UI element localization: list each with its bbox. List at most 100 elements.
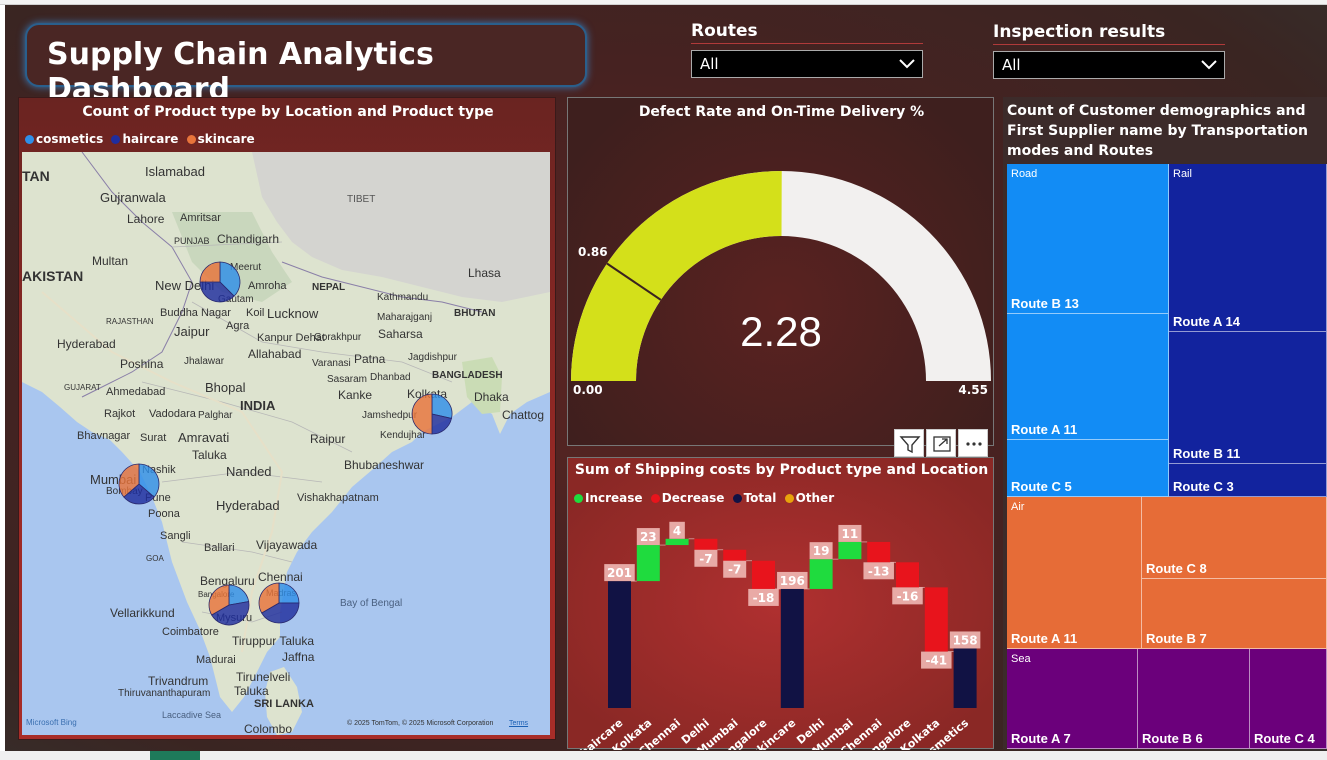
waterfall-legend: Increase Decrease Total Other [574,491,834,505]
treemap-tile[interactable]: Route A 11 [1007,314,1169,440]
waterfall-bar[interactable] [953,648,977,708]
waterfall-bar[interactable] [896,562,919,588]
legend-item-increase[interactable]: Increase [574,491,643,505]
waterfall-bar[interactable] [867,541,891,563]
map-label: New Delhi [155,278,215,293]
legend-item-haircare[interactable]: haircare [111,132,178,146]
legend-dot-icon [25,135,34,144]
waterfall-data-label: -16 [897,589,919,603]
gauge-max-label: 4.55 [958,383,988,397]
filter-icon [899,436,921,454]
map-label: TIBET [347,194,376,205]
waterfall-bar[interactable] [752,560,775,589]
inspection-dropdown[interactable]: All [993,51,1225,79]
map-label: Lahore [127,212,165,226]
waterfall-bar[interactable] [665,538,689,546]
map-label: Vijayawada [256,538,318,552]
treemap-tile[interactable]: Rail Route A 14 [1169,164,1327,332]
legend-item-total[interactable]: Total [732,491,776,505]
map-label: Maharajganj [377,312,433,323]
treemap-tile[interactable]: Route C 3 [1169,464,1327,497]
map-label: Bhopal [205,380,246,395]
map-label: Allahabad [248,347,302,361]
treemap-tile[interactable]: Route B 7 [1142,579,1327,649]
map-label: Chennai [258,570,303,584]
bing-logo: Microsoft Bing [26,718,77,727]
legend-item-other[interactable]: Other [784,491,834,505]
legend-item-skincare[interactable]: skincare [186,132,255,146]
legend-item-decrease[interactable]: Decrease [650,491,724,505]
waterfall-bar[interactable] [608,581,631,708]
map-pie-delhi[interactable] [199,261,241,303]
dashboard-title-box: Supply Chain Analytics Dashboard [25,23,587,107]
page-tab-active[interactable] [150,751,200,760]
routes-dropdown[interactable]: All [691,50,923,78]
waterfall-bar[interactable] [636,545,660,582]
map-label: SRI LANKA [254,698,314,710]
map-label: Sasaram [327,374,368,385]
more-options-icon [966,442,982,446]
waterfall-bar[interactable] [924,587,948,652]
legend-item-cosmetics[interactable]: cosmetics [25,132,103,146]
filter-button[interactable] [894,429,924,457]
map-label: NEPAL [312,282,346,293]
gauge-fill [571,171,782,381]
map-label: Poshina [120,357,164,371]
waterfall-data-label: -7 [699,552,712,566]
map-label: Dhaka [474,390,509,404]
map-label: Jamshedpur [362,410,418,421]
gauge-visual[interactable]: Defect Rate and On-Time Delivery % 2.28 … [567,97,994,446]
map-pie-chennai[interactable] [258,582,300,624]
pie-slice-skincare [258,582,280,614]
pie-slice-haircare [199,281,235,303]
treemap-tile[interactable]: Sea Route A 7 [1007,649,1138,749]
map-terms-link[interactable]: Terms [509,720,529,727]
waterfall-data-label-bg [669,521,685,539]
map-label: Bengaluru [200,574,255,588]
gauge-target-marker [606,262,662,301]
map-label: GOA [146,554,164,563]
waterfall-bar[interactable] [694,538,718,550]
focus-mode-button[interactable] [926,429,956,457]
more-options-button[interactable] [958,429,988,457]
treemap-tile[interactable]: Route C 5 [1007,440,1169,497]
map-attribution: © 2025 TomTom, © 2025 Microsoft Corporat… [347,720,494,727]
treemap-tile[interactable]: Route B 6 [1138,649,1250,749]
waterfall-visual[interactable]: Sum of Shipping costs by Product type an… [567,457,994,750]
map-label: Meerut [230,262,262,273]
map-pie-kolkata[interactable] [411,393,453,435]
map-label: Jagdishpur [408,352,457,363]
map-pie-mumbai[interactable] [118,463,160,505]
treemap-visual[interactable]: Count of Customer demographics and First… [1003,97,1327,749]
treemap-tile[interactable]: Route C 8 [1142,497,1327,579]
waterfall-bar[interactable] [780,588,804,708]
waterfall-data-label-bg [777,571,808,589]
map-label: GUJARAT [64,383,101,392]
report-canvas: Supply Chain Analytics Dashboard Routes … [5,5,1327,751]
waterfall-data-label: 196 [780,574,805,588]
chevron-down-icon [899,59,915,69]
waterfall-data-label-bg [863,562,894,580]
waterfall-bar[interactable] [809,559,833,589]
map-label: Jaffna [282,650,315,664]
gauge-min-label: 0.00 [573,383,603,397]
map-label: Tirunelveli [236,670,291,684]
gauge-target-label: 0.86 [578,245,608,259]
treemap-tile[interactable]: Route B 11 [1169,332,1327,464]
legend-dot-icon [784,494,794,503]
treemap-tile[interactable]: Route C 4 [1250,649,1327,749]
waterfall-bar[interactable] [838,541,862,560]
map-pie-bangalore[interactable] [208,584,250,626]
map-label: Raipur [310,432,346,446]
map-label: Coimbatore [162,626,219,638]
map-canvas[interactable]: TAN Islamabad Gujranwala Lahore Amritsar… [22,152,550,735]
treemap-tile[interactable]: Road Route B 13 [1007,164,1169,314]
map-label: Thiruvananthapuram [118,688,211,699]
legend-dot-icon [732,494,742,503]
map-label: Agra [226,320,250,332]
waterfall-bar[interactable] [723,549,747,561]
map-label: Taluka [234,684,269,698]
map-label: AKISTAN [22,268,84,284]
waterfall-data-label-bg [921,651,952,669]
treemap-tile[interactable]: Air Route A 11 [1007,497,1142,649]
